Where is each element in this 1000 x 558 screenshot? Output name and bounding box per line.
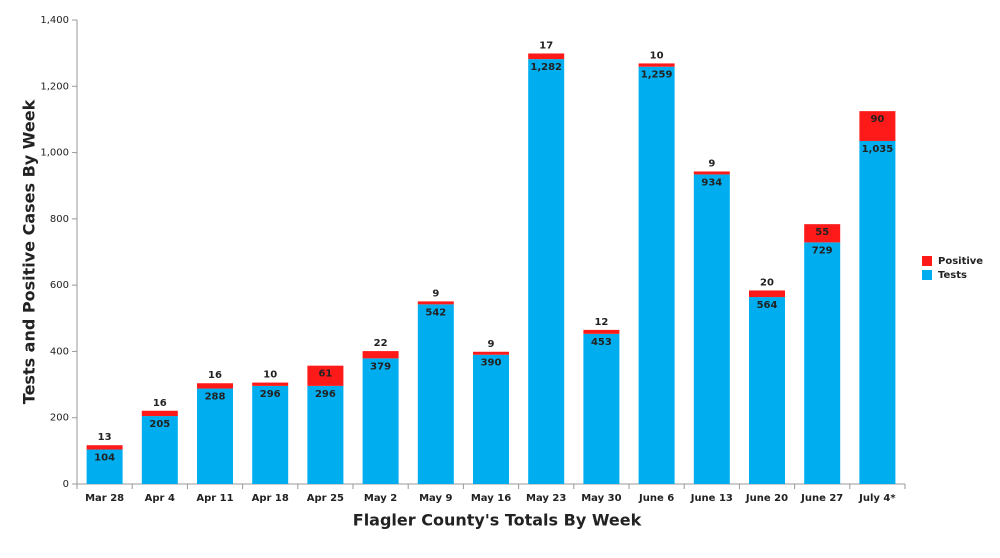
data-label: 379 <box>370 361 391 372</box>
data-label: 542 <box>425 307 446 318</box>
data-label: 61 <box>318 369 332 380</box>
data-label: 1,282 <box>530 62 562 73</box>
data-label: 296 <box>315 389 336 400</box>
bar-segment <box>417 304 454 484</box>
data-label: 729 <box>812 245 833 256</box>
bar-segment <box>307 365 344 386</box>
data-label: 10 <box>650 50 664 61</box>
bar-segment <box>86 449 123 484</box>
data-label: 205 <box>149 419 170 430</box>
bar-segment <box>417 301 454 305</box>
bar-segment <box>473 354 509 484</box>
x-tick-label: May 16 <box>471 493 511 504</box>
y-tick-label: 800 <box>50 214 69 225</box>
bar-segment <box>141 410 178 417</box>
x-tick-label: June 20 <box>745 493 788 504</box>
data-label: 17 <box>539 40 553 51</box>
x-tick-label: Apr 18 <box>252 493 289 504</box>
data-label: 10 <box>263 370 277 381</box>
bar-segment <box>804 242 841 484</box>
x-tick-label: May 2 <box>364 493 397 504</box>
x-tick-label: June 6 <box>638 493 674 504</box>
legend-swatch <box>922 256 932 266</box>
data-label: 9 <box>432 288 439 299</box>
data-label: 9 <box>488 339 495 350</box>
data-label: 288 <box>205 392 226 403</box>
data-label: 90 <box>870 114 884 125</box>
bar-segment <box>583 329 620 334</box>
data-label: 934 <box>701 177 722 188</box>
data-label: 12 <box>594 317 608 328</box>
legend-label: Positive <box>938 256 983 267</box>
bar-segment <box>693 174 730 484</box>
data-label: 20 <box>760 277 774 288</box>
data-label: 55 <box>815 227 829 238</box>
bar-segment <box>197 388 233 484</box>
data-label: 16 <box>153 398 167 409</box>
bar-segment <box>638 66 675 484</box>
x-tick-label: July 4* <box>858 493 896 504</box>
bar-segment <box>859 111 896 141</box>
bar-segment <box>141 416 178 484</box>
y-tick-label: 1,400 <box>40 15 69 26</box>
x-tick-label: Mar 28 <box>85 493 124 504</box>
bar-segment <box>693 171 730 175</box>
data-label: 296 <box>260 389 281 400</box>
y-tick-label: 1,200 <box>40 81 69 92</box>
data-label: 453 <box>591 337 612 348</box>
data-label: 22 <box>374 338 388 349</box>
data-label: 390 <box>481 358 502 369</box>
bar-segment <box>197 383 233 389</box>
y-tick-label: 1,000 <box>40 148 69 159</box>
data-label: 13 <box>98 432 112 443</box>
bar-segment <box>804 224 841 243</box>
bar-segment <box>252 385 289 484</box>
data-label: 16 <box>208 370 222 381</box>
bar-segment <box>749 290 785 298</box>
data-label: 1,259 <box>641 70 673 81</box>
y-tick-label: 200 <box>50 413 69 424</box>
data-label: 564 <box>757 300 778 311</box>
legend-swatch <box>922 270 932 280</box>
x-tick-label: May 23 <box>526 493 566 504</box>
bar-segment <box>528 53 565 60</box>
y-tick-label: 600 <box>50 280 69 291</box>
x-tick-label: June 27 <box>800 493 843 504</box>
y-tick-label: 400 <box>50 346 69 357</box>
x-tick-label: Apr 11 <box>196 493 233 504</box>
x-axis-title: Flagler County's Totals By Week <box>353 511 642 530</box>
bar-segment <box>307 385 344 484</box>
data-label: 9 <box>708 158 715 169</box>
data-label: 104 <box>94 453 115 464</box>
legend-label: Tests <box>938 270 967 281</box>
bar-segment <box>583 333 620 484</box>
x-tick-label: May 9 <box>419 493 452 504</box>
y-tick-label: 0 <box>63 479 69 490</box>
bar-segment <box>859 140 896 484</box>
x-tick-label: Apr 4 <box>145 493 175 504</box>
bar-segment <box>528 59 565 484</box>
bar-segment <box>362 358 399 484</box>
bar-segment <box>86 445 123 450</box>
bar-segment <box>638 63 675 67</box>
bar-segment <box>252 382 289 386</box>
bar-segment <box>473 351 509 355</box>
bar-segment <box>749 297 785 484</box>
x-tick-label: May 30 <box>581 493 621 504</box>
x-tick-label: June 13 <box>690 493 733 504</box>
bar-segment <box>362 351 399 359</box>
x-tick-label: Apr 25 <box>307 493 344 504</box>
y-axis-title: Tests and Positive Cases By Week <box>20 99 39 404</box>
data-label: 1,035 <box>862 144 894 155</box>
